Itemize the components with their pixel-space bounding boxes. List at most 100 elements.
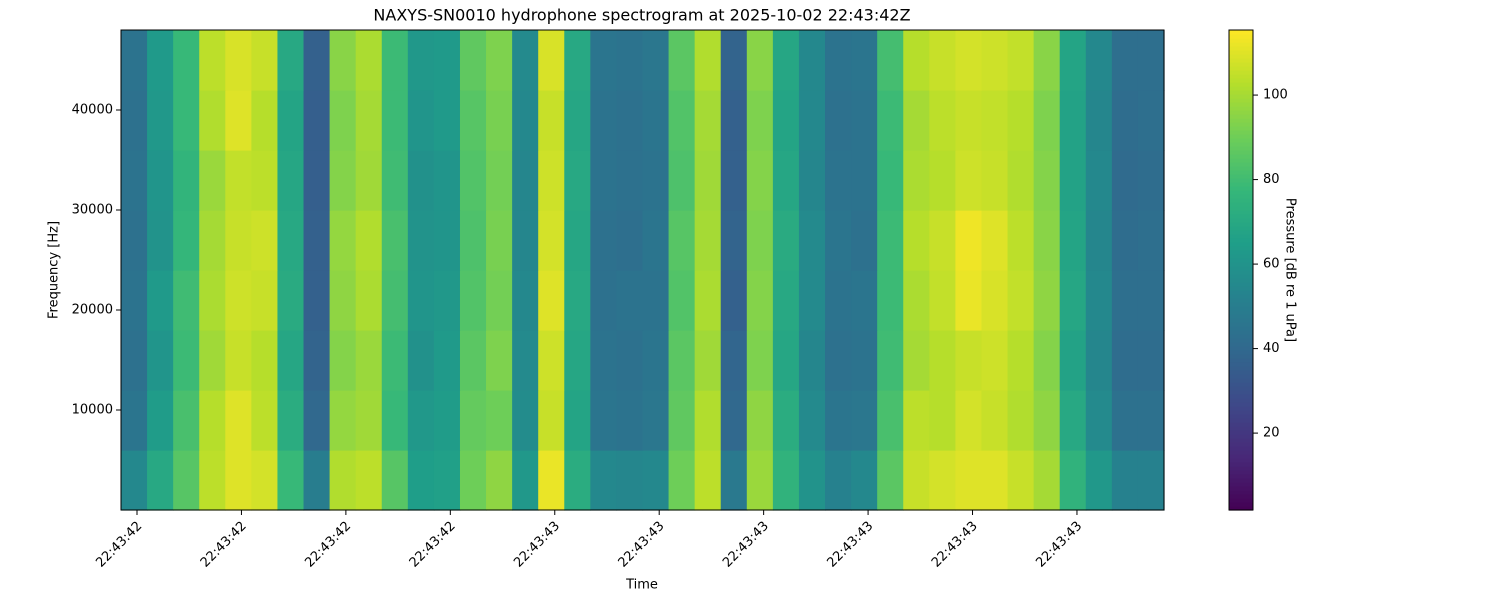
colorbar-segment bbox=[1229, 70, 1253, 75]
spectrogram-cell bbox=[903, 330, 930, 391]
x-tick-label: 22:43:43 bbox=[720, 519, 772, 571]
spectrogram-cell bbox=[825, 450, 852, 511]
spectrogram-cell bbox=[642, 390, 670, 451]
spectrogram-cell bbox=[1007, 210, 1035, 271]
spectrogram-cell bbox=[277, 390, 305, 451]
colorbar-segment bbox=[1229, 226, 1253, 231]
colorbar-segment bbox=[1229, 50, 1253, 55]
spectrogram-cell bbox=[303, 450, 331, 511]
spectrogram-cell bbox=[955, 210, 983, 271]
spectrogram-cell bbox=[798, 330, 826, 391]
colorbar-segment bbox=[1229, 402, 1253, 407]
spectrogram-cell bbox=[694, 390, 722, 451]
colorbar-segment bbox=[1229, 130, 1253, 135]
spectrogram-cell bbox=[668, 30, 696, 91]
spectrogram-cell bbox=[720, 450, 748, 511]
spectrogram-cell bbox=[1007, 390, 1035, 451]
spectrogram-cell bbox=[981, 450, 1009, 511]
colorbar-segment bbox=[1229, 106, 1253, 111]
spectrogram-cell bbox=[355, 150, 383, 211]
colorbar-segment bbox=[1229, 426, 1253, 431]
spectrogram-cell bbox=[851, 270, 878, 331]
spectrogram-cell bbox=[1137, 210, 1165, 271]
spectrogram-cell bbox=[199, 390, 226, 451]
spectrogram-cell bbox=[746, 450, 774, 511]
spectrogram-cell bbox=[772, 150, 800, 211]
spectrogram-cell bbox=[486, 150, 513, 211]
spectrogram-cell bbox=[668, 450, 696, 511]
spectrogram-cell bbox=[564, 210, 591, 271]
colorbar-segment bbox=[1229, 310, 1253, 315]
colorbar-segment bbox=[1229, 134, 1253, 139]
spectrogram-cell bbox=[121, 150, 148, 211]
colorbar-segment bbox=[1229, 458, 1253, 463]
colorbar-segment bbox=[1229, 270, 1253, 275]
spectrogram-cell bbox=[355, 30, 383, 91]
spectrogram-cell bbox=[877, 390, 904, 451]
spectrogram-cell bbox=[407, 150, 435, 211]
spectrogram-cell bbox=[798, 450, 826, 511]
spectrogram-cell bbox=[642, 30, 670, 91]
spectrogram-cell bbox=[251, 30, 279, 91]
colorbar-segment bbox=[1229, 282, 1253, 287]
spectrogram-cell bbox=[121, 30, 148, 91]
spectrogram-cell bbox=[877, 330, 904, 391]
spectrogram-cell bbox=[512, 330, 539, 391]
spectrogram-cell bbox=[1033, 90, 1061, 151]
colorbar-segment bbox=[1229, 58, 1253, 63]
spectrogram-cell bbox=[251, 390, 279, 451]
spectrogram-cell bbox=[746, 330, 774, 391]
spectrogram-cell bbox=[251, 450, 279, 511]
spectrogram-cell bbox=[720, 30, 748, 91]
colorbar-segment bbox=[1229, 98, 1253, 103]
colorbar-segment bbox=[1229, 158, 1253, 163]
spectrogram-cell bbox=[694, 270, 722, 331]
spectrogram-cell bbox=[121, 270, 148, 331]
spectrogram-cell bbox=[459, 390, 487, 451]
spectrogram-cell bbox=[981, 270, 1009, 331]
spectrogram-cell bbox=[486, 390, 513, 451]
colorbar-segment bbox=[1229, 430, 1253, 435]
spectrogram-cell bbox=[251, 90, 279, 151]
colorbar-segment bbox=[1229, 418, 1253, 423]
colorbar-segment bbox=[1229, 382, 1253, 387]
y-axis-label: Frequency [Hz] bbox=[47, 221, 62, 319]
spectrogram-cell bbox=[355, 330, 383, 391]
spectrogram-cell bbox=[720, 150, 748, 211]
spectrogram-cell bbox=[929, 270, 956, 331]
y-tick-label: 10000 bbox=[72, 403, 113, 418]
spectrogram-cell bbox=[303, 30, 331, 91]
spectrogram-cell bbox=[642, 150, 670, 211]
spectrogram-cell bbox=[459, 30, 487, 91]
spectrogram-cell bbox=[355, 90, 383, 151]
y-tick-label: 20000 bbox=[72, 303, 113, 318]
spectrogram-cell bbox=[616, 450, 644, 511]
colorbar-segment bbox=[1229, 334, 1253, 339]
colorbar-segment bbox=[1229, 406, 1253, 411]
spectrogram-cell bbox=[538, 450, 565, 511]
spectrogram-cell bbox=[1033, 450, 1061, 511]
colorbar-segment bbox=[1229, 74, 1253, 79]
spectrogram-cell bbox=[955, 270, 983, 331]
colorbar-segment bbox=[1229, 454, 1253, 459]
spectrogram-cell bbox=[642, 270, 670, 331]
spectrogram-cell bbox=[668, 150, 696, 211]
spectrogram-cell bbox=[955, 330, 983, 391]
spectrogram-cell bbox=[616, 270, 644, 331]
colorbar-segment bbox=[1229, 214, 1253, 219]
spectrogram-cell bbox=[929, 30, 956, 91]
colorbar-segment bbox=[1229, 298, 1253, 303]
spectrogram-cell bbox=[1111, 150, 1139, 211]
spectrogram-cell bbox=[486, 330, 513, 391]
spectrogram-cell bbox=[590, 30, 618, 91]
spectrogram-cell bbox=[798, 30, 826, 91]
spectrogram-cell bbox=[720, 270, 748, 331]
colorbar-segment bbox=[1229, 90, 1253, 95]
colorbar-segment bbox=[1229, 346, 1253, 351]
colorbar-segment bbox=[1229, 470, 1253, 475]
spectrogram-cell bbox=[642, 330, 670, 391]
spectrogram-cell bbox=[1085, 210, 1113, 271]
spectrogram-cell bbox=[668, 90, 696, 151]
spectrogram-cell bbox=[303, 210, 331, 271]
